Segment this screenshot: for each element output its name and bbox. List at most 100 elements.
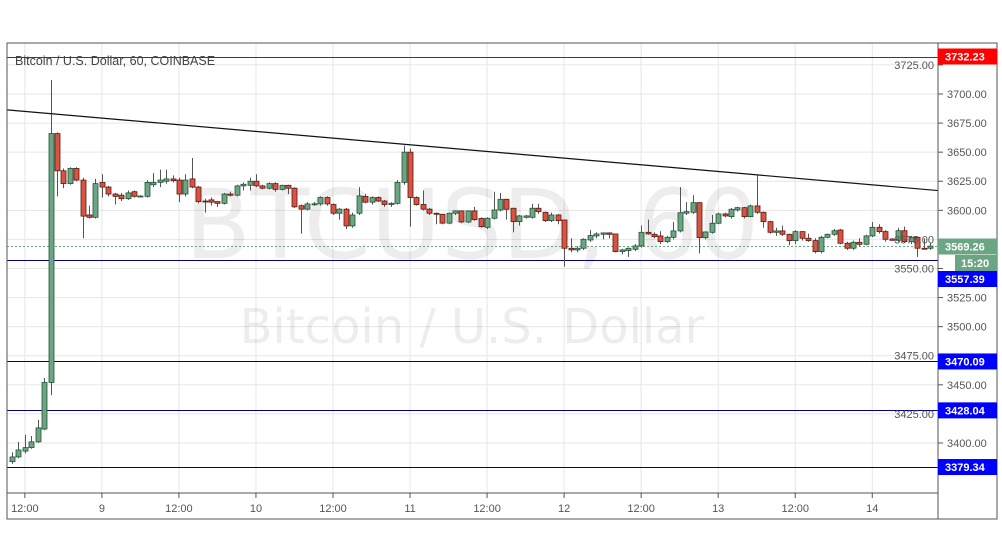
candle — [48, 80, 55, 396]
candle-body-down — [208, 199, 215, 203]
candle — [336, 208, 343, 220]
candle — [285, 184, 292, 195]
candle-body-down — [324, 197, 331, 205]
countdown-label-text: 15:20 — [961, 258, 989, 270]
candle — [503, 198, 510, 220]
time-tick-label: 14 — [866, 503, 878, 515]
candle-body-down — [889, 238, 896, 241]
candle-body-down — [837, 229, 844, 244]
candle-body-down — [54, 133, 61, 172]
candle — [728, 208, 735, 219]
candle-body-up — [831, 230, 838, 235]
price-tick-label: 3425.00 — [894, 409, 934, 421]
candle-body-up — [638, 231, 645, 247]
candle — [760, 211, 767, 228]
candle — [837, 228, 844, 245]
candle-body-down — [195, 186, 202, 203]
candle-body-up — [67, 168, 74, 184]
candle — [779, 225, 786, 236]
candle — [805, 233, 812, 242]
candle — [9, 452, 16, 464]
candle-body-up — [683, 211, 690, 214]
candle — [510, 207, 517, 233]
candle-body-up — [356, 195, 363, 214]
candle — [895, 227, 902, 242]
candle — [458, 210, 465, 224]
candle — [754, 174, 761, 214]
candle-body-down — [381, 200, 388, 205]
candle-body-down — [439, 213, 446, 224]
candle — [638, 225, 645, 248]
candle — [426, 208, 433, 215]
candle-body-down — [253, 180, 260, 187]
candle — [317, 196, 324, 206]
candle-body-down — [779, 230, 786, 235]
candle — [28, 436, 35, 449]
candle-body-down — [259, 185, 266, 189]
candle — [330, 203, 337, 215]
candle — [279, 184, 286, 191]
candle — [170, 175, 177, 183]
candle-body-up — [15, 449, 22, 458]
price-axis[interactable]: 3400.00 3425.00 3450.00 3475.00 3500.00 3525.… — [894, 60, 987, 450]
candle-body-down — [99, 182, 106, 188]
candle — [304, 202, 311, 211]
candle-body-down — [503, 198, 510, 210]
trendline — [6, 109, 939, 192]
candle — [831, 228, 838, 236]
candle — [362, 194, 369, 204]
candle-body-down — [60, 170, 67, 184]
candle — [722, 212, 729, 218]
candle — [150, 173, 157, 188]
candle-body-up — [670, 230, 677, 238]
candle — [356, 187, 363, 215]
candle — [818, 235, 825, 254]
trendline-group — [6, 109, 939, 192]
candle-body-down — [799, 231, 806, 239]
candle — [690, 195, 697, 214]
candle-body-down — [555, 214, 562, 221]
price-tick-label: 3600.00 — [947, 205, 987, 217]
candle-body-up — [863, 235, 870, 245]
candle — [433, 212, 440, 225]
candle-body-down — [176, 179, 183, 195]
candle — [298, 204, 305, 234]
candle — [850, 240, 857, 250]
time-tick-label: 10 — [250, 503, 262, 515]
candle — [561, 219, 568, 267]
resistance-price-label-text: 3732.23 — [945, 52, 985, 64]
support-price-label-text: 3428.04 — [945, 405, 986, 417]
candle — [80, 177, 87, 239]
price-tick-label: 3475.00 — [894, 351, 934, 363]
price-tick-label: 3675.00 — [947, 118, 987, 130]
candle — [259, 184, 266, 190]
candle-body-up — [548, 214, 555, 221]
candle — [272, 182, 279, 192]
price-tick-label: 3625.00 — [947, 176, 987, 188]
support-price-label — [938, 459, 997, 476]
candle — [413, 196, 420, 206]
candle-body-up — [625, 247, 632, 251]
price-tick-label: 3500.00 — [947, 322, 987, 334]
candle — [401, 145, 408, 185]
candle-body-down — [118, 194, 125, 200]
candle — [799, 231, 806, 241]
price-tick-label: 3450.00 — [947, 380, 987, 392]
candle — [497, 192, 504, 212]
candle — [202, 198, 209, 213]
candle — [548, 212, 555, 222]
time-tick-label: 12:00 — [781, 503, 809, 515]
candle-body-up — [484, 217, 491, 228]
candle-body-up — [221, 193, 228, 204]
candle-body-down — [105, 186, 112, 195]
candle — [439, 213, 446, 225]
candle — [446, 212, 453, 225]
time-axis[interactable]: 12:00 9 12:00 10 12:00 11 12:00 12 12:00 13 12:00 1… — [11, 493, 878, 515]
time-tick-label: 12:00 — [473, 503, 501, 515]
candle — [35, 419, 42, 443]
last-price-label-text: 3569.26 — [945, 242, 985, 254]
candle-body-up — [895, 230, 902, 241]
candle — [227, 191, 234, 197]
candle-body-up — [401, 151, 408, 183]
